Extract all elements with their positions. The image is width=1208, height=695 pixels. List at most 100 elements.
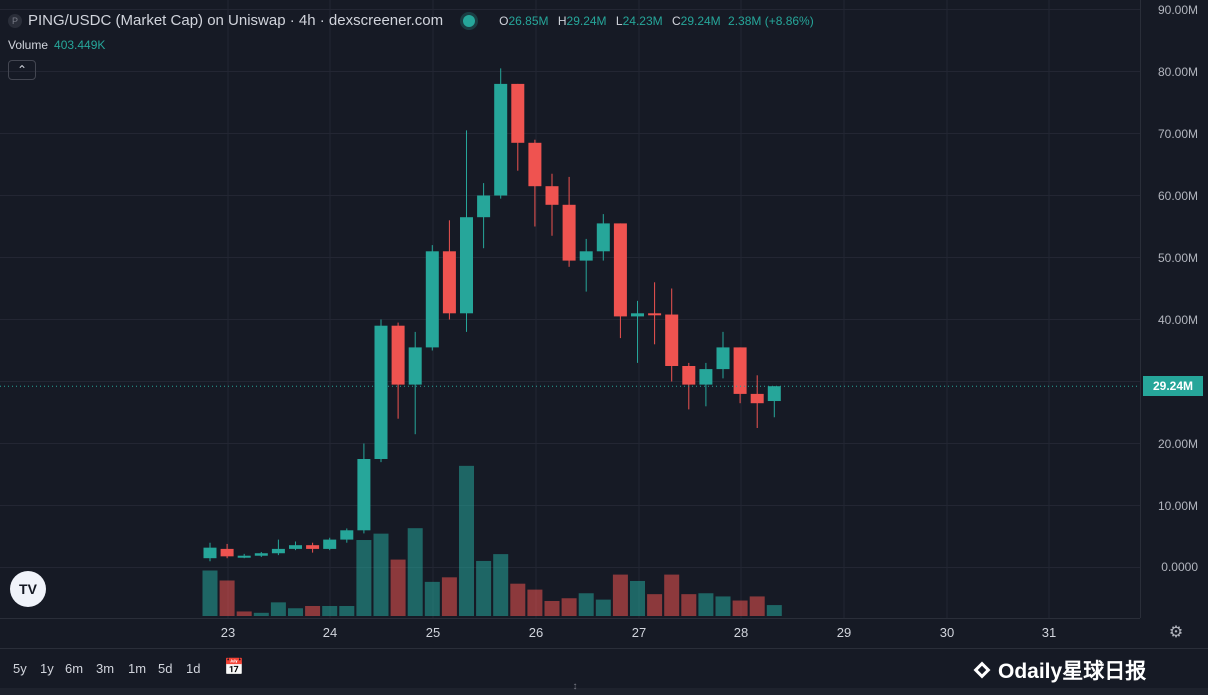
volume-bar xyxy=(715,596,731,616)
close-key: C xyxy=(671,13,681,28)
candle-body xyxy=(511,83,525,143)
volume-bar xyxy=(527,589,543,616)
candlestick-chart[interactable] xyxy=(0,0,1140,618)
candle-body xyxy=(733,347,747,394)
candle-body xyxy=(682,366,696,385)
volume-bar xyxy=(356,540,372,616)
volume-bar xyxy=(749,596,765,616)
candle-body xyxy=(460,217,473,314)
candle-body xyxy=(613,223,627,317)
candle-body xyxy=(254,553,268,556)
candle-body xyxy=(442,251,456,314)
volume-bar xyxy=(407,528,423,616)
candle-body xyxy=(391,325,405,385)
volume-label: Volume xyxy=(8,38,49,52)
low-key: L xyxy=(615,13,623,28)
volume-bar xyxy=(288,608,303,616)
chart-title: PING/USDC (Market Cap) on Uniswap · 4h ·… xyxy=(28,12,444,29)
volume-bar xyxy=(510,583,526,616)
candle-body xyxy=(289,545,302,549)
volume-bar xyxy=(459,465,474,616)
volume-bar xyxy=(732,600,748,616)
candle-body xyxy=(477,195,491,218)
candle-body xyxy=(750,393,764,404)
volume-legend: Volume 403.449K xyxy=(8,38,105,52)
time-tick: 25 xyxy=(425,625,441,640)
change-value: 2.38M (+8.86%) xyxy=(728,13,814,28)
volume-bar xyxy=(681,594,697,616)
high-value: 29.24M xyxy=(566,13,607,28)
volume-bar xyxy=(493,554,509,616)
time-axis[interactable]: 23 24 25 26 27 28 29 30 31 xyxy=(0,618,1140,649)
candle-body xyxy=(357,459,371,531)
time-tick: 23 xyxy=(220,625,236,640)
volume-bar xyxy=(544,600,560,616)
range-button-1y[interactable]: 1y xyxy=(40,661,54,676)
range-button-6m[interactable]: 6m xyxy=(65,661,84,676)
time-tick: 29 xyxy=(836,625,852,640)
tradingview-logo-icon[interactable]: TV xyxy=(10,571,46,607)
price-tick: 50.00M xyxy=(1157,251,1198,265)
volume-bar xyxy=(578,593,594,616)
collapse-legend-button[interactable]: ⌃ xyxy=(8,60,36,80)
candle-body xyxy=(340,530,354,540)
volume-bar xyxy=(766,605,782,616)
candle-body xyxy=(545,186,559,205)
volume-bar xyxy=(595,599,611,616)
candle-body xyxy=(699,369,713,385)
candle-body xyxy=(323,539,337,549)
volume-bar xyxy=(270,602,286,616)
chart-area[interactable]: P PING/USDC (Market Cap) on Uniswap · 4h… xyxy=(0,0,1140,618)
volume-bar xyxy=(612,574,628,616)
price-tick: 20.00M xyxy=(1157,437,1198,451)
resize-handle-icon[interactable]: ↕ xyxy=(572,681,578,692)
range-button-5d[interactable]: 5d xyxy=(158,661,173,676)
range-button-3m[interactable]: 3m xyxy=(96,661,115,676)
candle-body xyxy=(648,313,662,316)
candle-body xyxy=(271,548,285,554)
open-value: 26.85M xyxy=(508,13,549,28)
high-key: H xyxy=(557,13,567,28)
open-key: O xyxy=(499,13,509,28)
price-axis[interactable]: 90.00M 80.00M 70.00M 60.00M 50.00M 40.00… xyxy=(1140,0,1208,618)
volume-bar xyxy=(253,612,269,616)
volume-bar xyxy=(373,533,389,616)
volume-bar xyxy=(476,560,492,616)
price-tick: 0.0000 xyxy=(1161,560,1198,574)
price-tick: 40.00M xyxy=(1157,313,1198,327)
candle-body xyxy=(220,548,234,557)
candle-body xyxy=(528,142,542,187)
low-value: 24.23M xyxy=(622,13,663,28)
volume-value: 403.449K xyxy=(54,38,106,52)
time-tick: 24 xyxy=(322,625,338,640)
candle-body xyxy=(494,83,508,196)
watermark-text: Odaily星球日报 xyxy=(998,660,1147,683)
range-button-5y[interactable]: 5y xyxy=(13,661,27,676)
candle-body xyxy=(425,251,439,348)
candle-body xyxy=(374,325,388,459)
volume-bar xyxy=(664,574,680,616)
candle-body xyxy=(767,386,781,402)
volume-bar xyxy=(647,594,663,616)
volume-bar xyxy=(219,580,235,616)
bottom-toolbar: 5y 1y 6m 3m 1m 5d 1d 📅 xyxy=(0,648,1208,689)
candle-body xyxy=(579,251,593,261)
watermark-logo-icon xyxy=(973,661,991,679)
volume-bar xyxy=(236,611,252,616)
market-status-icon[interactable] xyxy=(463,14,476,27)
gear-icon[interactable]: ⚙ xyxy=(1168,624,1184,641)
volume-bar xyxy=(322,605,338,616)
watermark: Odaily星球日报 xyxy=(973,655,1147,685)
token-logo: P xyxy=(8,13,22,28)
range-button-1m[interactable]: 1m xyxy=(128,661,147,676)
time-tick: 31 xyxy=(1041,625,1057,640)
range-button-1d[interactable]: 1d xyxy=(186,661,201,676)
chart-legend: P PING/USDC (Market Cap) on Uniswap · 4h… xyxy=(8,12,814,29)
candle-body xyxy=(562,204,576,261)
current-price-label: 29.24M xyxy=(1143,376,1203,396)
volume-bar xyxy=(698,593,714,616)
candle-body xyxy=(716,347,730,370)
calendar-goto-icon[interactable]: 📅 xyxy=(224,659,244,676)
candle-body xyxy=(631,313,644,317)
volume-bar xyxy=(202,570,218,616)
